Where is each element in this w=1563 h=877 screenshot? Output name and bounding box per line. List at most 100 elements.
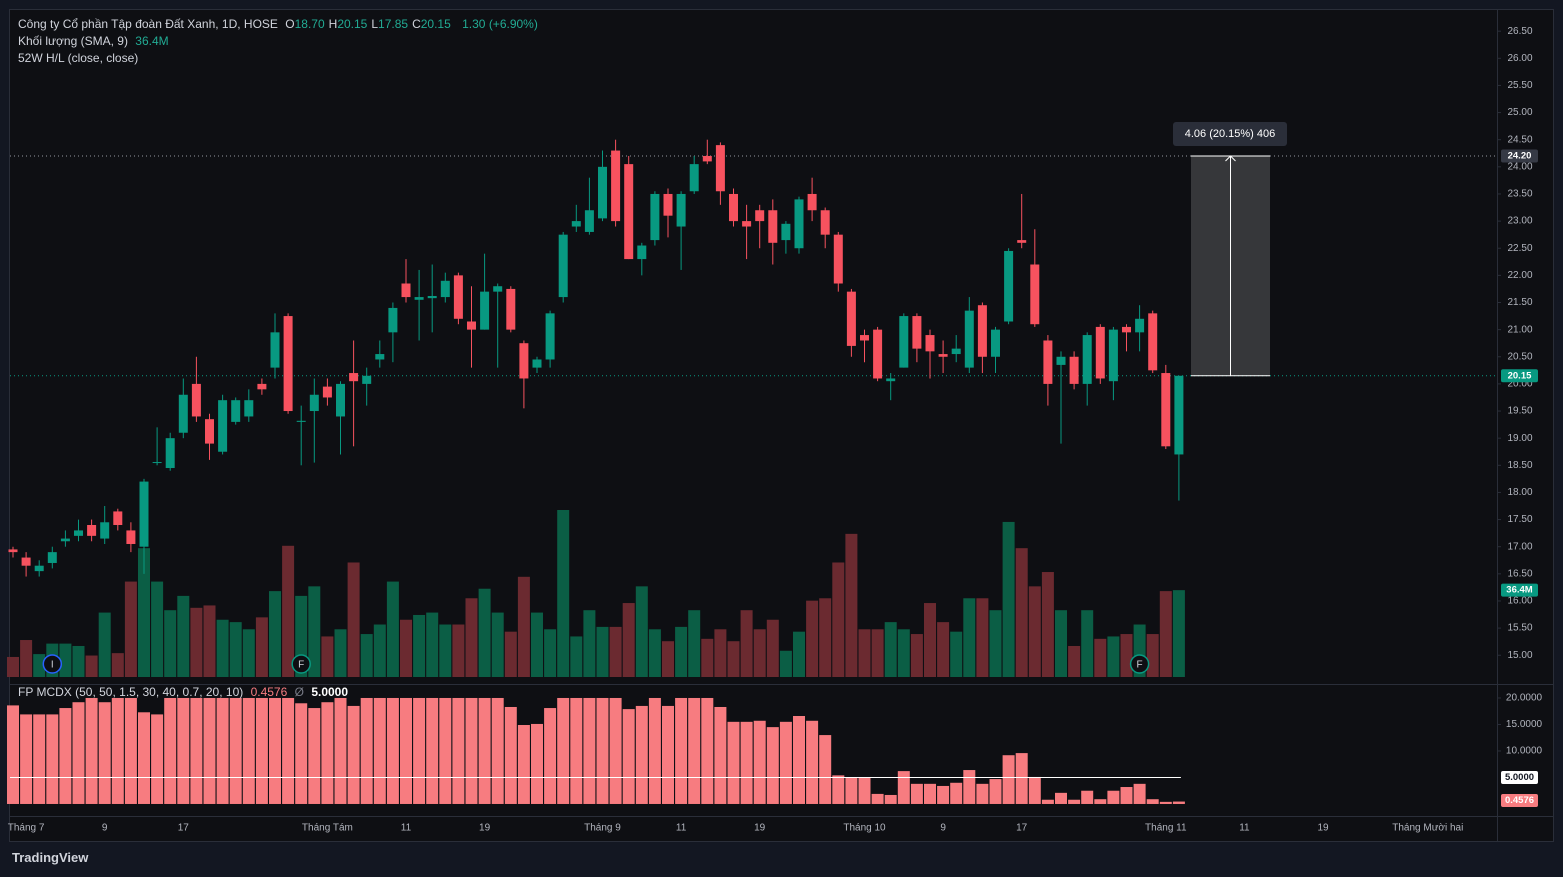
threshold-tag-bg xyxy=(1501,770,1538,784)
indicator-bar xyxy=(884,794,897,804)
candle-body xyxy=(1135,318,1145,333)
ohlc-value: 20.15 xyxy=(337,17,368,31)
y-tick-label: 25.00 xyxy=(1507,107,1532,118)
volume-bar xyxy=(897,629,910,677)
event-marker[interactable] xyxy=(1129,654,1150,674)
indicator-bar xyxy=(164,697,177,804)
indicator-bar xyxy=(740,721,753,804)
brand-logo[interactable]: TradingView xyxy=(12,850,89,865)
high-52w-tag-bg xyxy=(1501,149,1538,163)
indicator-bar xyxy=(897,771,910,804)
indicator-bar xyxy=(1159,801,1172,804)
candle-body xyxy=(205,419,214,444)
candle-body xyxy=(1174,375,1184,455)
x-tick-label: Tháng 9 xyxy=(584,823,621,834)
volume-bar xyxy=(662,641,674,677)
volume-bar xyxy=(334,629,347,677)
candle-body xyxy=(977,305,987,357)
candle-body xyxy=(1043,340,1053,384)
candle-body xyxy=(807,193,817,211)
candle-body xyxy=(218,400,228,452)
candle-body xyxy=(846,291,856,346)
main-legend: Công ty Cổ phần Tập đoàn Đất Xanh, 1D, H… xyxy=(18,17,542,31)
x-tick-label: 9 xyxy=(102,823,108,834)
candle-body xyxy=(755,210,765,222)
indicator-bar xyxy=(242,697,255,804)
indicator-bar xyxy=(989,779,1002,804)
ohlc-value: 17.85 xyxy=(378,17,409,31)
y-tick-label: 23.50 xyxy=(1507,189,1532,200)
indicator-bar xyxy=(937,785,950,804)
volume-bar xyxy=(557,510,570,677)
candle-body xyxy=(794,199,804,249)
indicator-bar xyxy=(779,721,792,804)
indicator-y-tick-label: 20.0000 xyxy=(1506,693,1543,704)
ohlc-value: 18.70 xyxy=(294,17,325,31)
volume-bar xyxy=(950,631,963,677)
candle-body xyxy=(296,420,306,422)
indicator-bar xyxy=(46,714,59,804)
candle-body xyxy=(283,316,293,412)
volume-bar xyxy=(400,619,412,677)
volume-bar xyxy=(963,598,976,677)
candle-body xyxy=(427,295,437,299)
candle-body xyxy=(1095,326,1105,379)
indicator-bar xyxy=(20,714,33,804)
volume-bar xyxy=(1002,521,1015,677)
indicator-bar xyxy=(400,697,412,804)
volume-bar xyxy=(989,610,1002,677)
volume-bar xyxy=(216,619,229,677)
candle-body xyxy=(951,348,961,355)
volume-bar xyxy=(255,617,268,677)
candle-body xyxy=(715,145,725,192)
event-label: F xyxy=(1137,660,1143,671)
volume-bar xyxy=(452,624,465,677)
volume-bar xyxy=(793,631,805,677)
y-tick-label: 20.00 xyxy=(1507,379,1532,390)
candle-body xyxy=(322,386,332,398)
volume-bar xyxy=(413,614,426,677)
y-tick-label: 22.50 xyxy=(1507,243,1532,254)
x-tick-label: Tháng Tám xyxy=(302,823,353,834)
volume-bar xyxy=(478,588,491,677)
candle-body xyxy=(689,164,699,192)
y-tick-label: 24.00 xyxy=(1507,161,1532,172)
candle-body xyxy=(1056,356,1066,365)
indicator-bar xyxy=(858,778,871,804)
candle-body xyxy=(833,234,843,284)
volume-bar xyxy=(819,598,832,677)
indicator-bar xyxy=(7,705,19,804)
indicator-bar xyxy=(557,697,570,804)
indicator-bar xyxy=(1055,792,1067,804)
y-tick-label: 19.00 xyxy=(1507,433,1532,444)
indicator-value: 0.4576 xyxy=(250,685,288,699)
hl-legend: 52W H/L (close, close) xyxy=(18,51,142,65)
volume-bar xyxy=(779,650,792,677)
indicator-bar xyxy=(819,735,832,804)
volume-bar xyxy=(1081,610,1094,677)
volume-bar xyxy=(1146,634,1159,677)
volume-bar xyxy=(269,591,281,677)
measure-label: 4.06 (20.15%) 406 xyxy=(1185,128,1276,140)
volume-bar xyxy=(1028,586,1041,677)
indicator-bar xyxy=(177,697,190,804)
volume-bar xyxy=(570,636,583,677)
y-tick-label: 17.50 xyxy=(1507,514,1532,525)
candle-body xyxy=(244,400,254,417)
indicator-bar xyxy=(648,697,661,804)
indicator-last-tag-bg xyxy=(1501,794,1538,808)
x-tick-label: 17 xyxy=(178,823,190,834)
event-marker[interactable] xyxy=(291,654,311,674)
volume-bar xyxy=(871,629,884,677)
indicator-bar xyxy=(216,697,229,804)
event-marker[interactable] xyxy=(42,654,63,674)
indicator-bar xyxy=(334,697,347,804)
candle-body xyxy=(87,524,97,536)
y-tick-label: 22.00 xyxy=(1507,270,1532,281)
candle-body xyxy=(60,538,70,542)
candle-body xyxy=(388,307,398,333)
indicator-bar xyxy=(1172,801,1185,804)
indicator-bar xyxy=(832,775,845,804)
indicator-bar xyxy=(1120,787,1133,804)
